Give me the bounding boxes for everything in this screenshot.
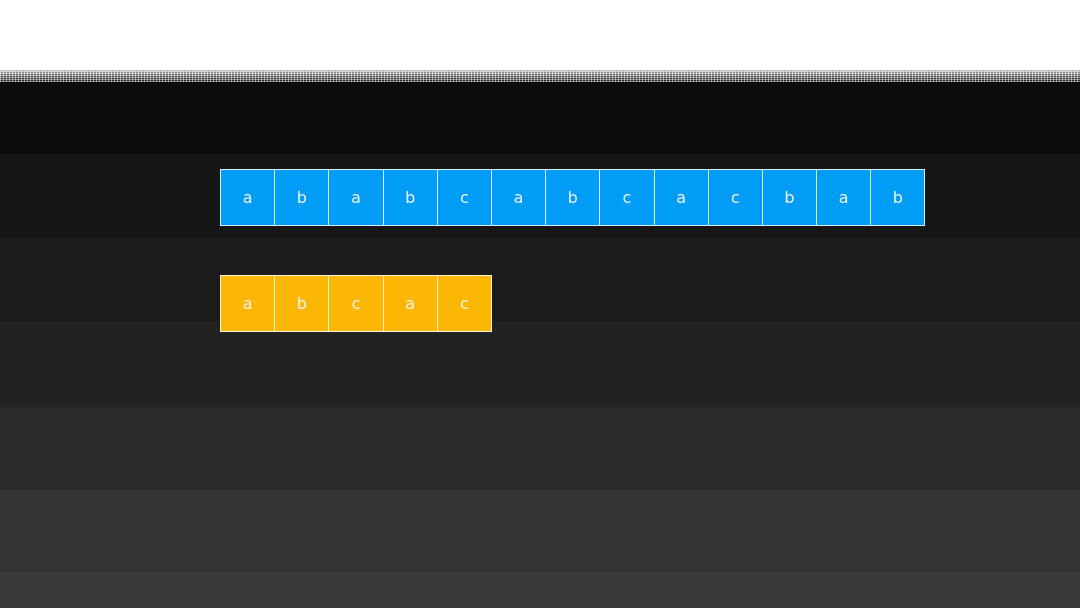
text-cell: c (707, 169, 763, 226)
pattern-cell: a (220, 275, 276, 332)
pattern-string-row: a b c a c (220, 275, 492, 332)
pattern-cell: a (382, 275, 438, 332)
text-cell: b (761, 169, 818, 226)
text-cell: a (220, 169, 276, 226)
noise-edge (0, 70, 1080, 82)
text-cell: b (870, 169, 926, 226)
text-cell: a (816, 169, 872, 226)
text-cell: b (274, 169, 330, 226)
text-cell: a (328, 169, 384, 226)
pattern-cell: c (436, 275, 492, 332)
text-cell: b (545, 169, 601, 226)
text-cell: c (436, 169, 492, 226)
text-cell: c (599, 169, 655, 226)
diagram-stage (0, 82, 1080, 608)
pattern-cell: b (274, 275, 330, 332)
top-white-band (0, 0, 1080, 72)
text-cell: a (653, 169, 709, 226)
text-cell: b (382, 169, 438, 226)
text-cell: a (490, 169, 547, 226)
text-string-row: a b a b c a b c a c b a b (220, 169, 926, 226)
pattern-cell: c (328, 275, 384, 332)
